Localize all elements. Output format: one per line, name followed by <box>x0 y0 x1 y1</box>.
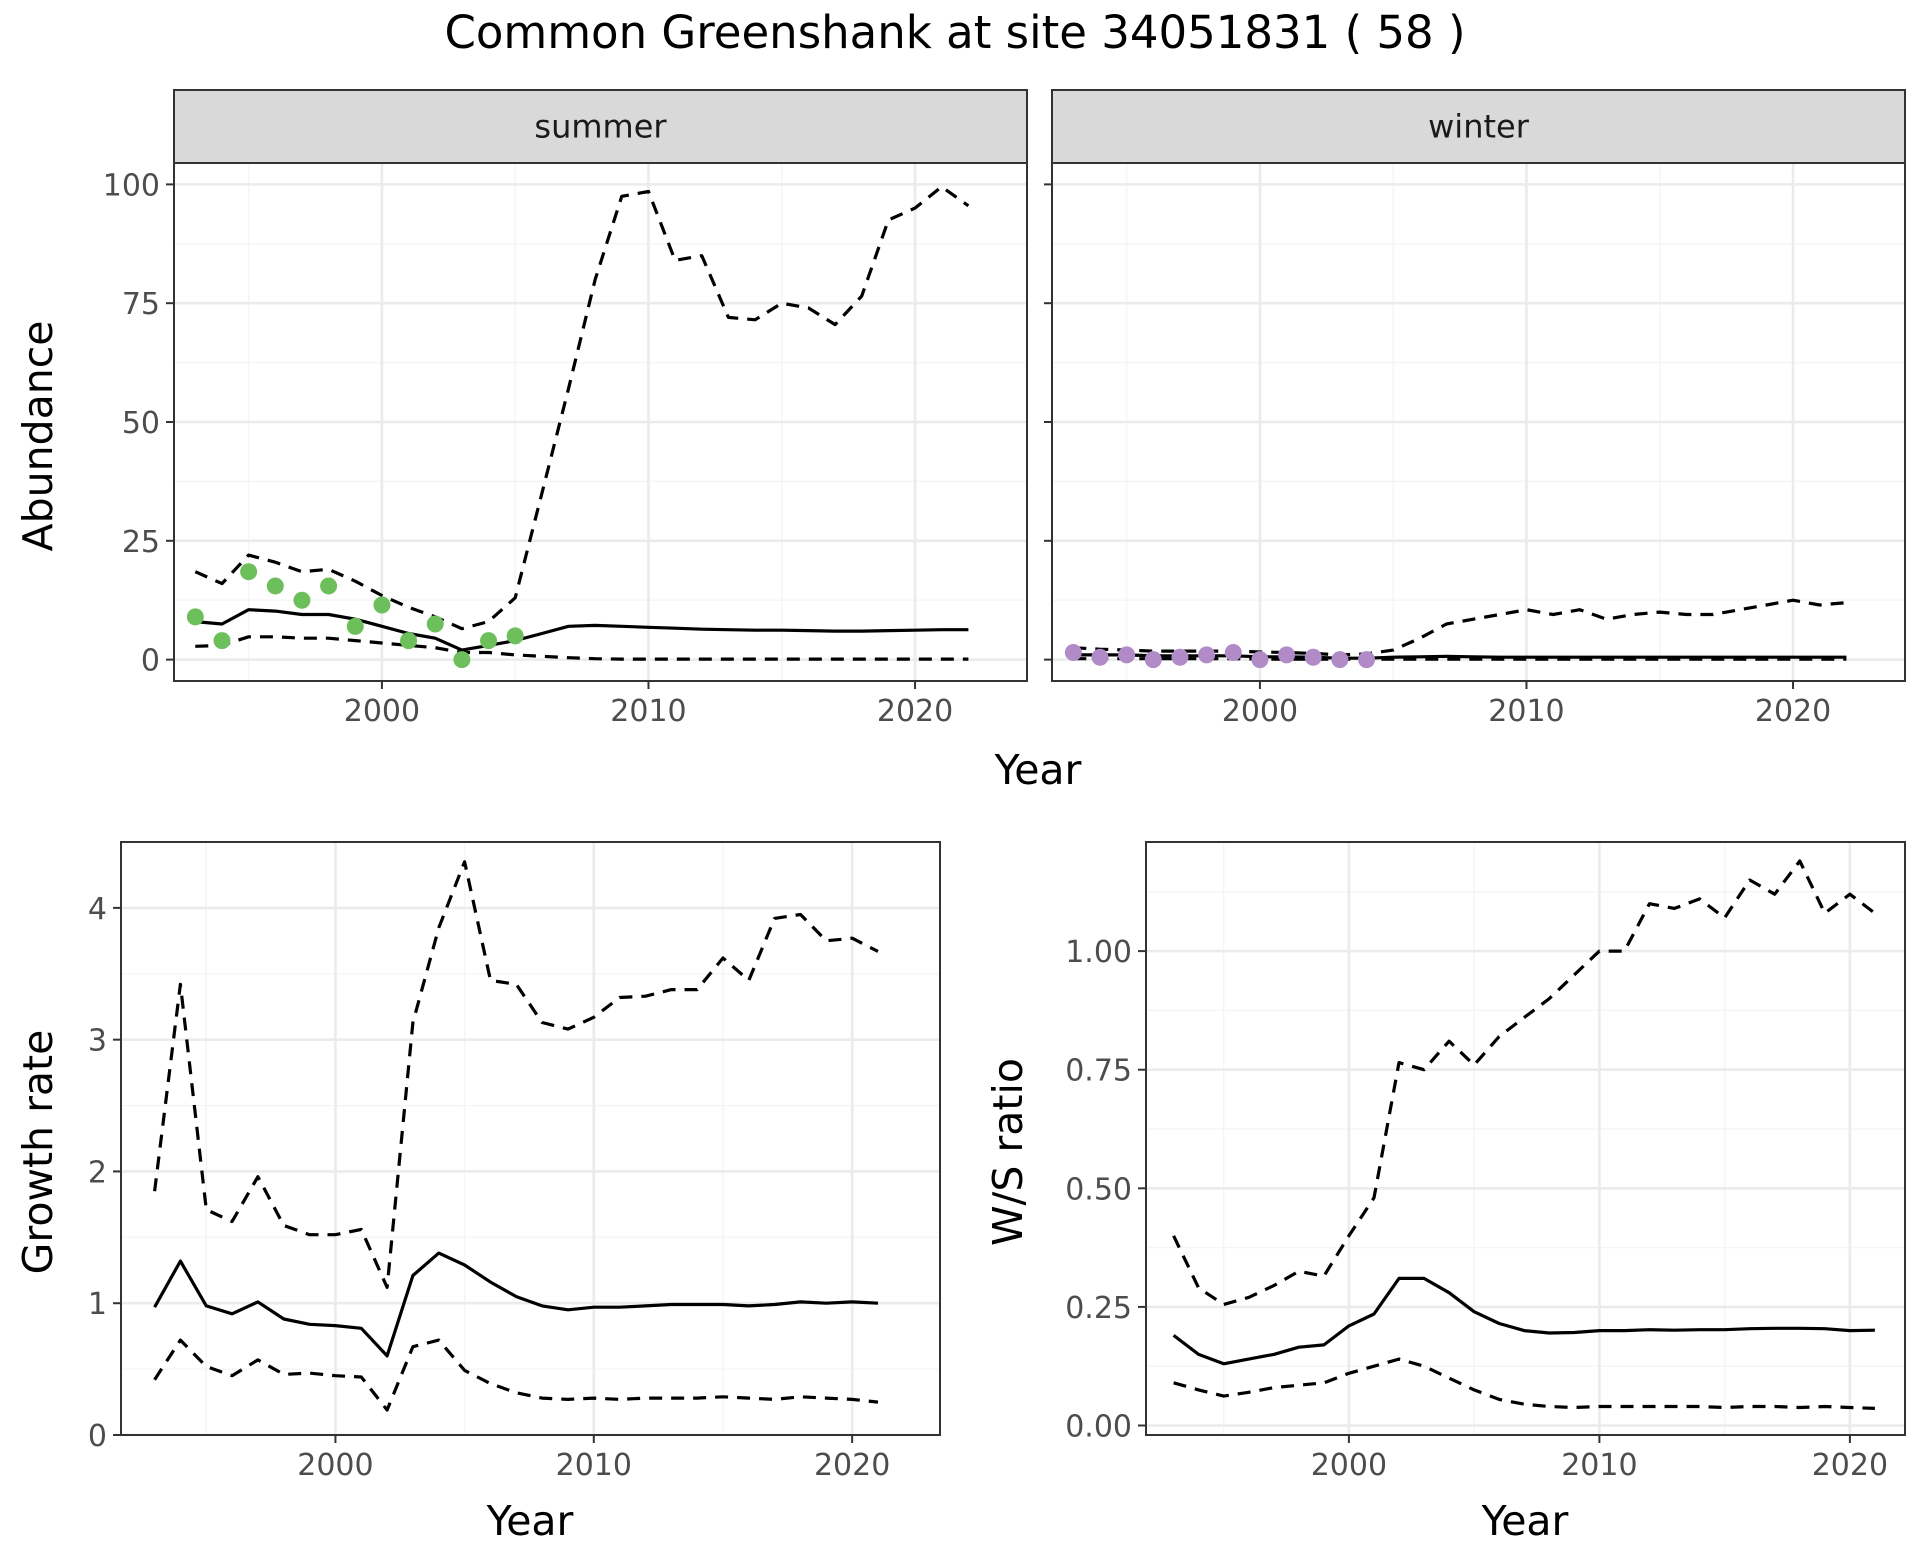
panel-border <box>1145 841 1906 1436</box>
data-point <box>506 627 524 645</box>
x-tick-label: 2010 <box>1561 1448 1637 1483</box>
data-point <box>1358 651 1376 669</box>
x-tick-label: 2020 <box>1812 1448 1888 1483</box>
data-point <box>293 591 311 609</box>
data-point <box>1304 648 1322 666</box>
facet-strip <box>1051 89 1906 164</box>
data-point <box>1144 651 1162 669</box>
y-tick-label: 3 <box>88 1024 107 1059</box>
facet-strip-label: summer <box>534 108 667 146</box>
y-tick-label: 0.25 <box>1065 1291 1132 1326</box>
x-tick-label: 2010 <box>610 694 686 729</box>
y-tick-label: 2 <box>88 1155 107 1190</box>
y-tick-label: 0 <box>141 644 160 679</box>
data-point <box>453 651 471 669</box>
data-point <box>1251 651 1269 669</box>
x-tick-label: 2000 <box>344 694 420 729</box>
y-axis-title: Growth rate <box>14 1030 62 1275</box>
data-point <box>426 615 444 633</box>
data-point <box>240 563 258 581</box>
data-point <box>400 632 418 650</box>
data-point <box>1331 651 1349 669</box>
x-tick-label: 2010 <box>1488 694 1564 729</box>
series-line-median <box>153 1251 879 1358</box>
data-point <box>213 632 231 650</box>
facet-strip-label: winter <box>1428 108 1530 146</box>
x-tick-label: 2020 <box>1755 694 1831 729</box>
chart-panel-winter: winter 2000 2010 2020 <box>1044 89 1906 729</box>
y-tick-label: 100 <box>103 168 160 203</box>
x-tick-label: 2020 <box>877 694 953 729</box>
series-line-lower <box>1173 1357 1875 1410</box>
data-point <box>1064 643 1082 661</box>
y-tick-label: 0 <box>88 1419 107 1454</box>
panel-background <box>1146 842 1905 1435</box>
series-line-median <box>1172 1276 1875 1366</box>
y-axis-title: W/S ratio <box>984 1058 1032 1246</box>
panel-border <box>120 841 941 1436</box>
chart-panel-summer: summer 2000 2010 2020 0 25 50 75 100 Abundance <box>14 89 1028 729</box>
data-point <box>266 577 284 595</box>
series-line-lower <box>195 635 969 661</box>
series-line-lower <box>153 1338 879 1412</box>
x-axis-title: Year <box>1481 1497 1569 1545</box>
y-tick-label: 50 <box>122 406 160 441</box>
series-line-upper <box>153 860 879 1289</box>
data-point <box>320 577 338 595</box>
data-point <box>1091 648 1109 666</box>
x-tick-label: 2000 <box>1222 694 1298 729</box>
y-tick-label: 0.00 <box>1065 1410 1132 1445</box>
y-tick-label: 0.75 <box>1065 1054 1132 1089</box>
y-tick-label: 75 <box>122 287 160 322</box>
top-x-axis-title: Year <box>994 746 1082 794</box>
x-tick-label: 2000 <box>1311 1448 1387 1483</box>
y-tick-label: 25 <box>122 525 160 560</box>
data-point <box>373 596 391 614</box>
data-point <box>1118 646 1136 664</box>
data-point <box>1278 646 1296 664</box>
figure-title: Common Greenshank at site 34051831 ( 58 … <box>444 6 1465 59</box>
data-point <box>346 617 364 635</box>
y-tick-label: 1.00 <box>1065 935 1132 970</box>
y-tick-label: 0.50 <box>1065 1172 1132 1207</box>
facet-strip <box>173 89 1028 164</box>
data-point <box>480 632 498 650</box>
series-line-upper <box>1172 859 1876 1307</box>
x-axis-title: Year <box>486 1497 574 1545</box>
series-line-median <box>195 608 969 652</box>
data-point <box>1224 643 1242 661</box>
chart-panel-growth: 2000 2010 2020 0 1 2 3 4 Growth rate Year <box>14 841 941 1545</box>
x-tick-label: 2020 <box>814 1448 890 1483</box>
data-point <box>186 608 204 626</box>
data-point <box>1171 648 1189 666</box>
x-tick-label: 2000 <box>297 1448 373 1483</box>
y-tick-label: 1 <box>88 1287 107 1322</box>
x-tick-label: 2010 <box>556 1448 632 1483</box>
panel-background <box>121 842 940 1435</box>
y-axis-title: Abundance <box>14 321 62 552</box>
chart-panel-ws-ratio: 2000 2010 2020 0.00 0.25 0.50 0.75 1.00 W/S rati… <box>984 841 1906 1545</box>
data-point <box>1198 646 1216 664</box>
y-tick-label: 4 <box>88 892 107 927</box>
